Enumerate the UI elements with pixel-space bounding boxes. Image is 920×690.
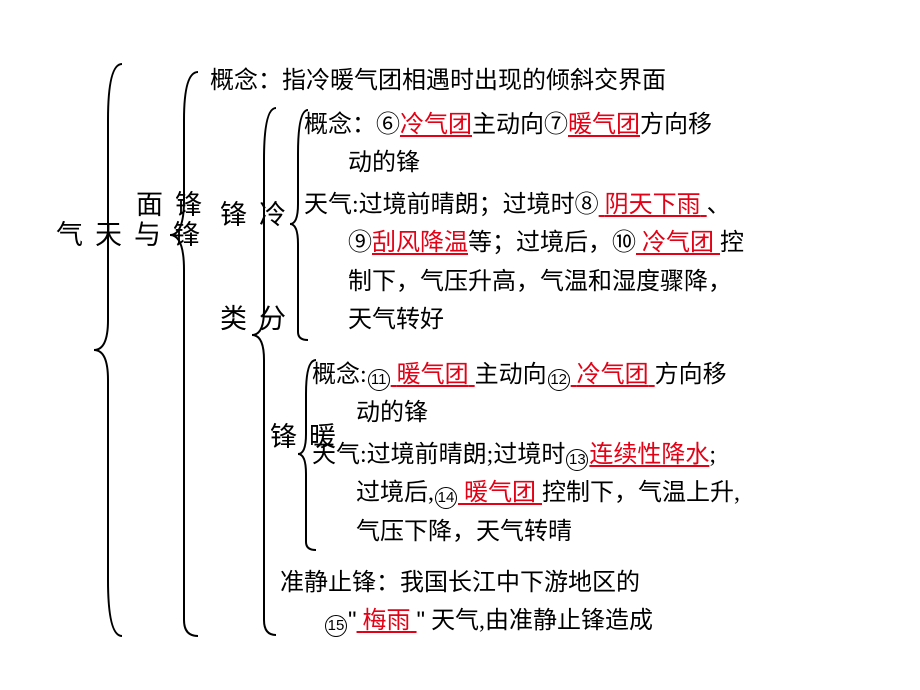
blank-8: 阴天下雨 xyxy=(605,192,701,218)
blank-9: 刮风降温 xyxy=(372,230,468,256)
blank-11: 暖气团 xyxy=(397,362,469,388)
text: 方向移 xyxy=(655,362,727,388)
blank-7: 暖气团 xyxy=(568,112,640,138)
text: 主动向 xyxy=(472,112,544,138)
cold-front-weather: 天气:过境前晴朗；过境时⑧ 阴天下雨 、 ⑨刮风降温等；过境后，⑩ 冷气团 控 … xyxy=(304,186,884,340)
quote-open: " xyxy=(348,607,357,634)
text: 动的锋 xyxy=(348,150,420,176)
stationary-front: 准静止锋：我国长江中下游地区的 15" 梅雨 " 天气,由准静止锋造成 xyxy=(280,564,860,641)
marker-10: ⑩ xyxy=(612,230,636,256)
text: 控 xyxy=(720,230,744,256)
brace-category xyxy=(246,100,286,640)
text: 、 xyxy=(707,192,731,218)
blank-10: 冷气团 xyxy=(642,230,714,256)
text: 制下，气压升高，气温和湿度骤降， xyxy=(348,269,732,295)
text: 主动向 xyxy=(475,362,547,388)
text: 概念: xyxy=(312,362,367,388)
text: 天气转好 xyxy=(348,307,444,333)
cold-front-concept: 概念：⑥冷气团主动向⑦暖气团方向移 动的锋 xyxy=(304,106,864,183)
text: 天气:过境前晴朗;过境时 xyxy=(312,442,565,468)
blank-15: 梅雨 xyxy=(363,608,411,634)
text: 准静止锋：我国长江中下游地区的 xyxy=(280,570,640,596)
front-concept-text: 概念：指冷暖气团相遇时出现的倾斜交界面 xyxy=(210,62,666,100)
marker-12: 12 xyxy=(548,369,570,391)
blank-14: 暖气团 xyxy=(464,480,536,506)
blank-6: 冷气团 xyxy=(400,112,472,138)
marker-6: ⑥ xyxy=(376,112,400,138)
marker-9: ⑨ xyxy=(348,230,372,256)
blank-13: 连续性降水 xyxy=(589,442,709,468)
marker-11: 11 xyxy=(368,369,390,391)
warm-front-weather: 天气:过境前晴朗;过境时13连续性降水; 过境后,14 暖气团 控制下，气温上升… xyxy=(312,436,892,551)
text: 天气,由准静止锋造成 xyxy=(431,608,653,634)
text: 控制下，气温上升, xyxy=(542,480,740,506)
marker-8: ⑧ xyxy=(575,192,599,218)
brace-level2 xyxy=(164,60,204,640)
marker-15: 15 xyxy=(325,615,347,637)
blank-12: 冷气团 xyxy=(577,362,649,388)
text: 动的锋 xyxy=(356,400,428,426)
text: 过境后, xyxy=(356,480,434,506)
brace-level1 xyxy=(88,60,128,640)
text: ; xyxy=(709,442,716,468)
text: 天气:过境前晴朗；过境时 xyxy=(304,192,575,218)
marker-13: 13 xyxy=(566,449,588,471)
marker-7: ⑦ xyxy=(544,112,568,138)
text: 方向移 xyxy=(640,112,712,138)
marker-14: 14 xyxy=(435,487,457,509)
text: 气压下降，天气转晴 xyxy=(356,519,572,545)
text: 等；过境后， xyxy=(468,230,612,256)
text: 概念： xyxy=(304,112,376,138)
quote-close: " xyxy=(417,607,426,634)
warm-front-concept: 概念:11 暖气团 主动向12 冷气团 方向移 动的锋 xyxy=(312,356,872,433)
